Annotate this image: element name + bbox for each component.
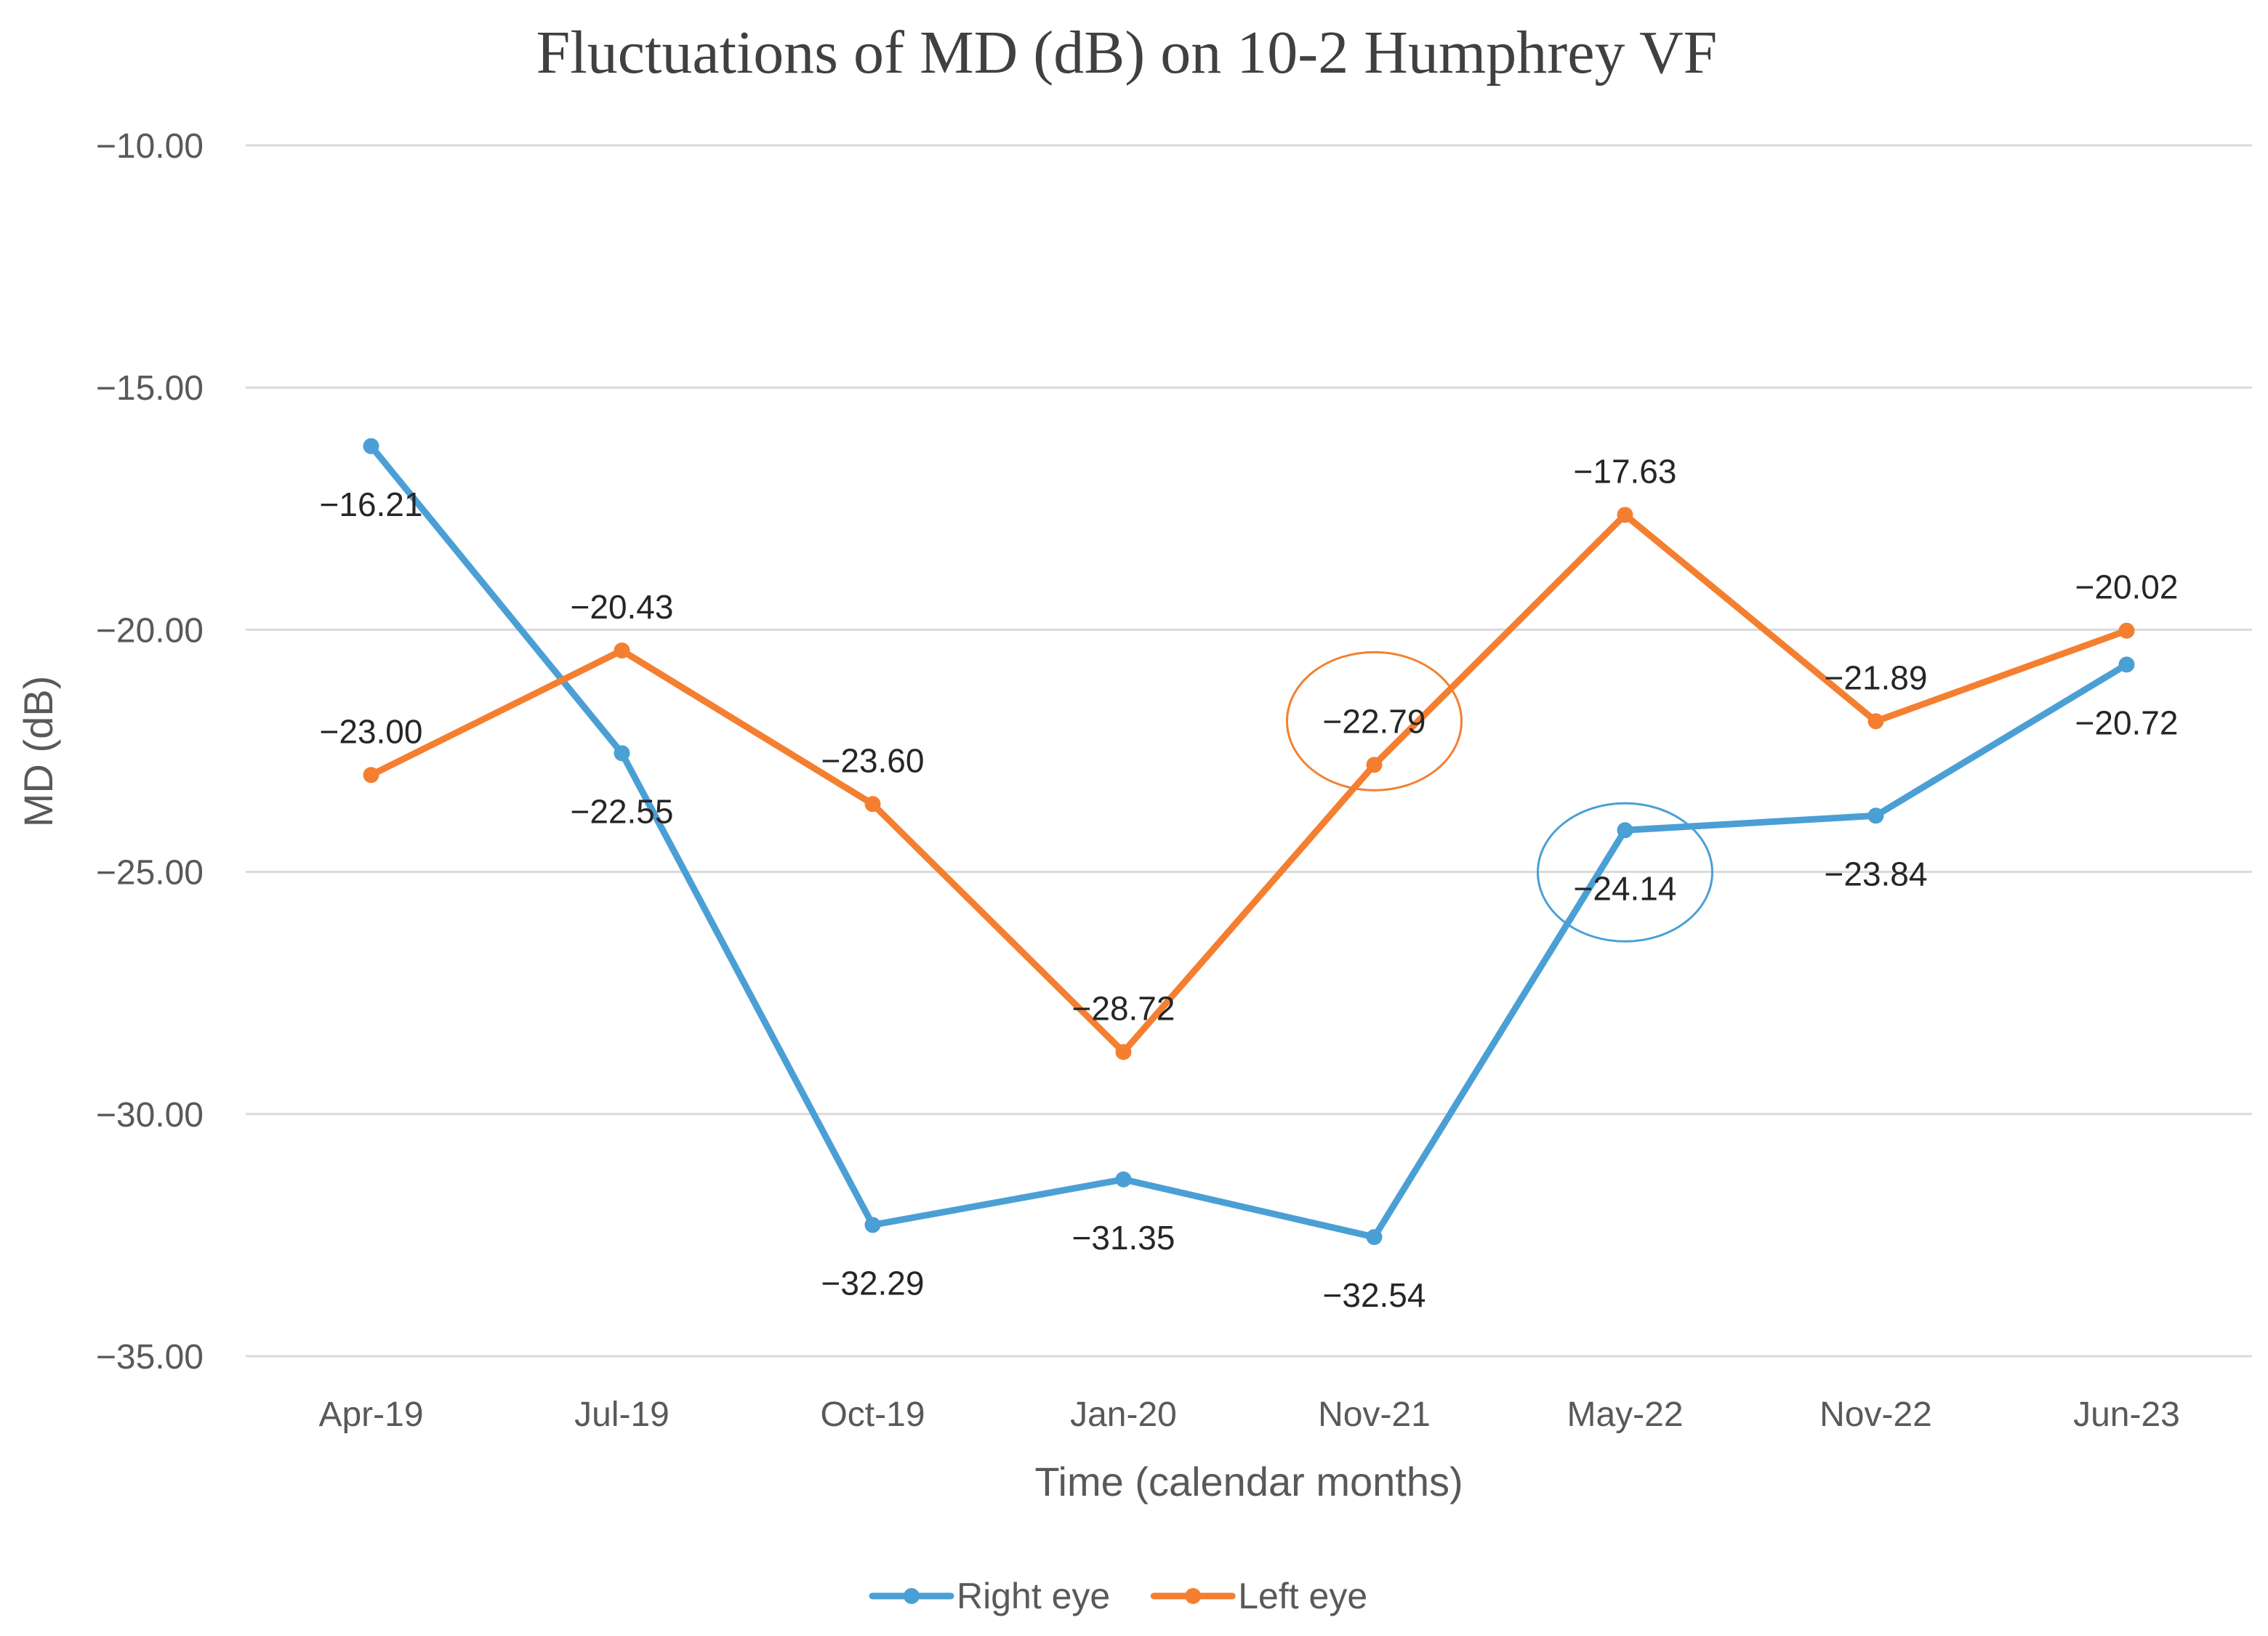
right-eye-label-nov-22: −23.84 xyxy=(1825,855,1928,892)
legend-label: Right eye xyxy=(957,1576,1110,1616)
y-tick-label: −35.00 xyxy=(96,1338,204,1377)
data-labels: −16.21 −22.55 −32.29 −31.35 −32.54 −24.14 −23.… xyxy=(320,452,2179,1314)
right-eye-point-jan-20 xyxy=(1115,1171,1132,1188)
y-tick-label: −15.00 xyxy=(96,369,204,408)
right-eye-point-oct-19 xyxy=(864,1217,881,1233)
left-eye-point-nov-22 xyxy=(1867,713,1884,730)
chart-title: Fluctuations of MD (dB) on 10-2 Humphrey… xyxy=(536,19,1718,86)
right-eye-label-jul-19: −22.55 xyxy=(571,792,674,830)
right-eye-label-oct-19: −32.29 xyxy=(821,1264,925,1302)
left-eye-point-jan-20 xyxy=(1115,1044,1132,1060)
y-tick-label: −25.00 xyxy=(96,854,204,892)
left-eye-point-nov-21 xyxy=(1366,757,1383,773)
left-eye-line xyxy=(368,511,2130,1056)
right-eye-point-may-22 xyxy=(1617,822,1633,839)
right-eye-point-jul-19 xyxy=(614,745,630,762)
left-eye-label-jul-19: −20.43 xyxy=(571,588,674,626)
y-tick-label: −10.00 xyxy=(96,127,204,166)
x-tick-label-may-22: May-22 xyxy=(1567,1395,1683,1434)
x-tick-label-apr-19: Apr-19 xyxy=(318,1395,423,1434)
legend-swatch-marker xyxy=(1185,1588,1202,1604)
y-axis-label: MD (dB) xyxy=(15,676,61,827)
right-eye-label-may-22: −24.14 xyxy=(1574,869,1677,907)
left-eye-point-apr-19 xyxy=(363,767,379,783)
x-axis-label: Time (calendar months) xyxy=(1034,1459,1463,1504)
legend: Right eye Left eye xyxy=(869,1576,1367,1616)
left-eye-point-may-22 xyxy=(1617,507,1633,523)
highlight-circle-left-eye xyxy=(1286,650,1463,791)
right-eye-label-jan-20: −31.35 xyxy=(1072,1219,1175,1257)
x-tick-label-nov-22: Nov-22 xyxy=(1819,1395,1932,1434)
highlight-circle-right-eye xyxy=(1537,802,1713,943)
right-eye-point-nov-22 xyxy=(1867,807,1884,824)
annotation-circles xyxy=(1286,650,1713,943)
right-eye-label-apr-19: −16.21 xyxy=(320,485,423,523)
left-eye-label-apr-19: −23.00 xyxy=(320,712,423,750)
right-eye-line xyxy=(368,443,2130,1241)
left-eye-label-may-22: −17.63 xyxy=(1574,452,1677,490)
right-eye-label-nov-21: −32.54 xyxy=(1323,1276,1426,1314)
legend-label: Left eye xyxy=(1238,1576,1367,1616)
left-eye-point-jun-23 xyxy=(2118,622,2135,639)
x-tick-label-nov-21: Nov-21 xyxy=(1318,1395,1431,1434)
left-eye-label-nov-22: −21.89 xyxy=(1825,658,1928,696)
left-eye-label-jan-20: −28.72 xyxy=(1072,990,1175,1028)
left-eye-point-jul-19 xyxy=(614,642,630,659)
x-tick-label-jan-20: Jan-20 xyxy=(1070,1395,1177,1434)
x-tick-label-oct-19: Oct-19 xyxy=(820,1395,925,1434)
right-eye-label-jun-23: −20.72 xyxy=(2075,704,2179,741)
x-tick-label-jul-19: Jul-19 xyxy=(574,1395,669,1434)
right-eye-point-jun-23 xyxy=(2118,656,2135,673)
right-eye-point-apr-19 xyxy=(363,438,379,454)
left-eye-label-jun-23: −20.02 xyxy=(2075,568,2179,606)
y-axis-ticks: −10.00 −15.00 −20.00 −25.00 −30.00 −35.00 xyxy=(96,127,204,1377)
left-eye-label-oct-19: −23.60 xyxy=(821,741,925,779)
y-tick-label: −20.00 xyxy=(96,611,204,650)
right-eye-point-nov-21 xyxy=(1366,1229,1383,1246)
series-lines xyxy=(363,438,2135,1246)
left-eye-label-nov-21: −22.79 xyxy=(1323,702,1426,740)
x-tick-label-jun-23: Jun-23 xyxy=(2073,1395,2180,1434)
y-tick-label: −30.00 xyxy=(96,1096,204,1135)
left-eye-point-oct-19 xyxy=(864,796,881,813)
legend-item-right-eye: Right eye xyxy=(869,1576,1110,1616)
legend-swatch-marker xyxy=(904,1588,920,1604)
legend-item-left-eye: Left eye xyxy=(1150,1576,1367,1616)
gridlines xyxy=(246,144,2252,1358)
x-axis-ticks: Apr-19 Jul-19 Oct-19 Jan-20 Nov-21 May-22 Nov-… xyxy=(318,1395,2179,1434)
